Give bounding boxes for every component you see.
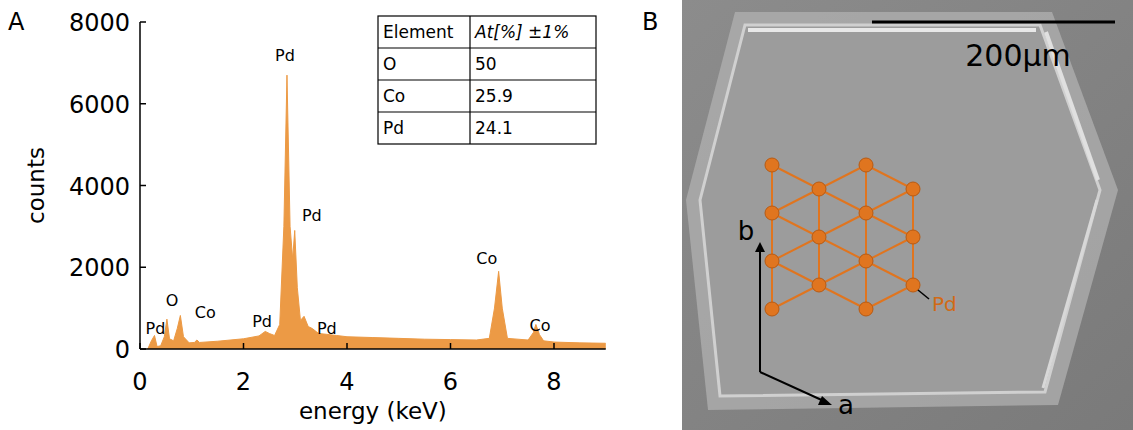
y-tick bbox=[140, 103, 146, 105]
bond bbox=[772, 285, 819, 309]
table-cell: 25.9 bbox=[475, 86, 513, 106]
peak-label: Co bbox=[476, 249, 497, 268]
x-tick-label: 8 bbox=[546, 368, 561, 396]
x-tick bbox=[243, 343, 245, 349]
bond bbox=[866, 285, 913, 309]
table-cell: Pd bbox=[383, 118, 404, 138]
atom bbox=[906, 182, 920, 196]
atom bbox=[906, 278, 920, 292]
peak-label: Co bbox=[195, 303, 216, 322]
bond bbox=[819, 261, 866, 285]
table-rule bbox=[378, 79, 596, 80]
bond bbox=[866, 261, 913, 285]
arrow-head bbox=[755, 242, 765, 252]
y-tick bbox=[140, 185, 146, 187]
table-rule bbox=[378, 47, 596, 48]
atom bbox=[859, 206, 873, 220]
panel-letter: A bbox=[8, 8, 25, 36]
lattice bbox=[765, 158, 920, 316]
y-tick-label: 4000 bbox=[69, 173, 130, 201]
y-axis-title: counts bbox=[23, 147, 49, 224]
crystal bbox=[700, 25, 1100, 396]
bond bbox=[819, 237, 866, 261]
atom bbox=[765, 302, 779, 316]
x-tick bbox=[346, 343, 348, 349]
bond bbox=[819, 165, 866, 189]
table-frame bbox=[378, 16, 596, 144]
x-tick bbox=[139, 343, 141, 349]
leader bbox=[918, 290, 929, 299]
y-tick-label: 0 bbox=[115, 336, 130, 364]
x-tick bbox=[553, 343, 555, 349]
peak-label: Pd bbox=[317, 319, 337, 338]
x-tick-label: 6 bbox=[443, 368, 458, 396]
x-axis-title: energy (keV) bbox=[299, 398, 447, 424]
crystal-halo bbox=[686, 12, 1118, 410]
table-cell: 24.1 bbox=[475, 118, 513, 138]
bond bbox=[819, 189, 866, 213]
table-cell: O bbox=[383, 54, 396, 74]
atom bbox=[765, 158, 779, 172]
y-tick-label: 6000 bbox=[69, 91, 130, 119]
table-header: At[%] ±1% bbox=[474, 22, 569, 42]
atom bbox=[859, 158, 873, 172]
bond bbox=[866, 165, 913, 189]
bond bbox=[772, 165, 819, 189]
x-tick-label: 2 bbox=[236, 368, 251, 396]
atom-label: Pd bbox=[932, 292, 957, 316]
bond bbox=[819, 213, 866, 237]
bond bbox=[772, 189, 819, 213]
peak-label: Co bbox=[530, 316, 551, 335]
peak-label: Pd bbox=[252, 312, 272, 331]
atom bbox=[812, 278, 826, 292]
x-tick-label: 4 bbox=[339, 368, 354, 396]
scale-bar bbox=[872, 21, 1115, 24]
axis-label: b bbox=[738, 216, 755, 246]
sem-background bbox=[682, 0, 1133, 430]
table-rule bbox=[378, 111, 596, 112]
peak-label: Pd bbox=[146, 319, 166, 338]
x-tick bbox=[450, 343, 452, 349]
bond bbox=[772, 237, 819, 261]
y-tick bbox=[140, 21, 146, 23]
panel-letter: B bbox=[642, 8, 658, 36]
axis-label: a bbox=[838, 390, 854, 420]
atom bbox=[765, 206, 779, 220]
bond bbox=[866, 237, 913, 261]
table-header: Element bbox=[383, 22, 454, 42]
y-tick bbox=[140, 267, 146, 269]
atom bbox=[812, 182, 826, 196]
x-tick-label: 0 bbox=[132, 368, 147, 396]
atom bbox=[765, 254, 779, 268]
axis-arrow bbox=[760, 372, 826, 402]
axis-arrow bbox=[759, 250, 761, 372]
inset-table: Element At[%] ±1% O 50 Co 25.9 Pd 24.1 bbox=[378, 16, 596, 144]
y-tick bbox=[140, 348, 146, 350]
scale-bar-label: 200μm bbox=[965, 38, 1071, 73]
atom bbox=[906, 230, 920, 244]
bond bbox=[866, 189, 913, 213]
bond bbox=[772, 213, 819, 237]
y-tick-label: 2000 bbox=[69, 254, 130, 282]
atom bbox=[859, 302, 873, 316]
figure: A 0 2000 4000 6000 8000 0 2 4 6 8 energy (keV) count… bbox=[0, 0, 1133, 430]
y-tick-label: 8000 bbox=[69, 9, 130, 37]
peak-label: Pd bbox=[302, 206, 322, 225]
peak-label: Pd bbox=[275, 46, 295, 65]
peak-label: O bbox=[166, 291, 179, 310]
bond bbox=[772, 261, 819, 285]
sem-image bbox=[682, 0, 1133, 430]
crystal-edge bbox=[1043, 200, 1097, 388]
table-cell: Co bbox=[383, 86, 405, 106]
atom bbox=[859, 254, 873, 268]
x-axis bbox=[140, 348, 606, 350]
crystal-edge bbox=[748, 28, 1036, 32]
arrow-head bbox=[818, 396, 832, 405]
atom bbox=[812, 230, 826, 244]
table-cell: 50 bbox=[475, 54, 497, 74]
bond bbox=[819, 285, 866, 309]
bond bbox=[866, 213, 913, 237]
